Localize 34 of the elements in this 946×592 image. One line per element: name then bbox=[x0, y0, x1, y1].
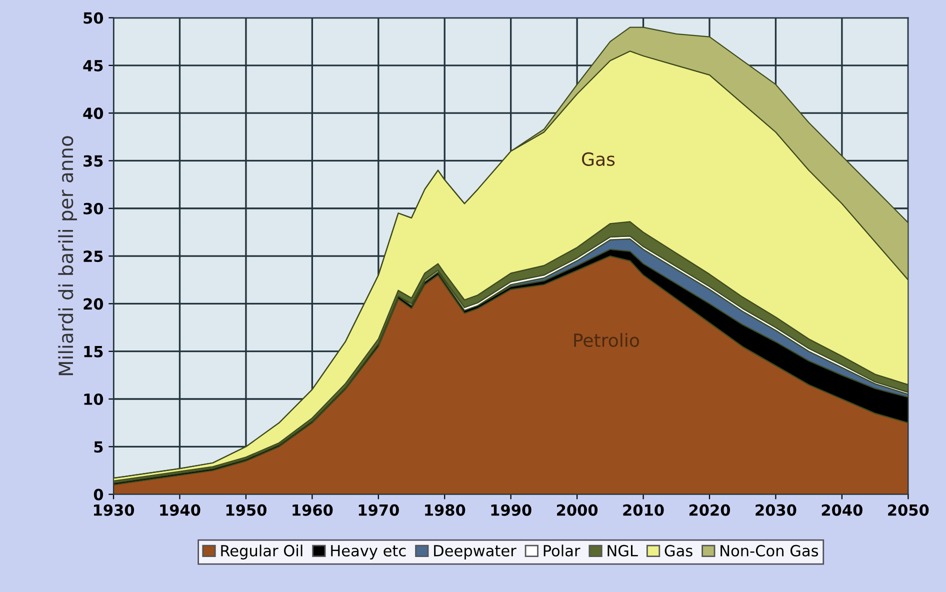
legend-label: NGL bbox=[608, 544, 638, 556]
y-axis-title: Miliardi di barili per anno bbox=[58, 136, 77, 376]
x-tick-label: 1950 bbox=[226, 504, 266, 516]
x-tick-label: 1970 bbox=[358, 504, 399, 516]
x-tick-label: 2050 bbox=[888, 504, 929, 516]
x-tick-label: 2020 bbox=[689, 504, 730, 516]
y-tick-label: 25 bbox=[84, 250, 103, 262]
y-tick-label: 10 bbox=[84, 393, 104, 406]
annotation: Petrolio bbox=[574, 333, 639, 348]
legend-label: Gas bbox=[664, 544, 692, 556]
y-tick-label: 0 bbox=[94, 488, 104, 500]
y-tick-label: 45 bbox=[83, 60, 103, 72]
x-tick-label: 1980 bbox=[425, 504, 466, 516]
legend-label: Deepwater bbox=[434, 545, 516, 560]
x-tick-label: 2030 bbox=[756, 504, 796, 516]
x-tick-label: 1930 bbox=[94, 504, 134, 516]
legend-label: Regular Oil bbox=[221, 544, 302, 560]
legend-label: Polar bbox=[544, 544, 580, 556]
x-tick-label: 1960 bbox=[292, 504, 333, 516]
annotation: Gas bbox=[582, 152, 615, 166]
y-tick-label: 50 bbox=[84, 12, 104, 24]
legend-label: Heavy etc bbox=[331, 545, 406, 560]
y-tick-label: 30 bbox=[84, 202, 104, 214]
x-tick-label: 2010 bbox=[623, 504, 664, 516]
x-tick-label: 2040 bbox=[822, 504, 862, 516]
y-tick-label: 35 bbox=[84, 155, 103, 167]
y-tick-label: 15 bbox=[84, 346, 103, 358]
y-tick-label: 5 bbox=[94, 441, 103, 453]
x-tick-label: 1940 bbox=[160, 504, 200, 516]
x-tick-label: 1990 bbox=[491, 504, 532, 516]
legend-label: Non-Con Gas bbox=[720, 544, 818, 556]
y-tick-label: 40 bbox=[83, 108, 104, 120]
y-tick-label: 20 bbox=[84, 298, 104, 310]
x-tick-label: 2000 bbox=[557, 504, 598, 516]
